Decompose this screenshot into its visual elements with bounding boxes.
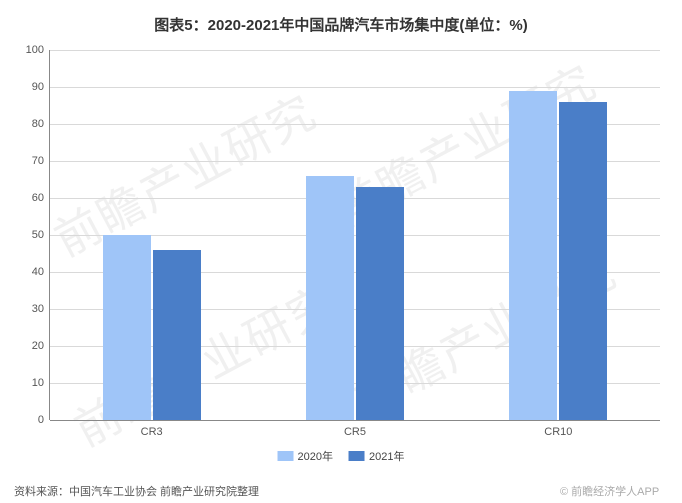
- bar-2020年-CR3: [103, 235, 151, 420]
- y-tick-label: 70: [32, 155, 50, 167]
- bar-2020年-CR5: [306, 176, 354, 420]
- grid-line: [50, 50, 660, 51]
- y-tick-label: 80: [32, 118, 50, 130]
- y-tick-label: 20: [32, 340, 50, 352]
- chart-container: 前瞻产业研究 前瞻产业研究 前瞻产业研究 前瞻产业研究 图表5：2020-202…: [0, 0, 682, 503]
- legend-label-2020: 2020年: [298, 448, 333, 464]
- y-tick-label: 40: [32, 266, 50, 278]
- bar-2021年-CR10: [559, 102, 607, 420]
- y-tick-label: 60: [32, 192, 50, 204]
- bar-2021年-CR3: [153, 250, 201, 420]
- watermark-app: © 前瞻经济学人APP: [560, 483, 659, 499]
- grid-line: [50, 87, 660, 88]
- y-axis-line: [49, 50, 50, 420]
- y-tick-label: 50: [32, 229, 50, 241]
- y-tick-label: 30: [32, 303, 50, 315]
- legend-item-2021: 2021年: [349, 448, 404, 464]
- y-tick-label: 90: [32, 81, 50, 93]
- bar-2020年-CR10: [509, 91, 557, 420]
- bar-2021年-CR5: [356, 187, 404, 420]
- plot-area: 0102030405060708090100CR3CR5CR10: [50, 50, 660, 420]
- y-tick-label: 10: [32, 377, 50, 389]
- legend-label-2021: 2021年: [369, 448, 404, 464]
- legend: 2020年 2021年: [278, 448, 405, 464]
- x-tick-label: CR3: [141, 420, 163, 438]
- source-text: 资料来源：中国汽车工业协会 前瞻产业研究院整理: [14, 483, 259, 499]
- legend-swatch-2020: [278, 451, 294, 461]
- x-tick-label: CR5: [344, 420, 366, 438]
- chart-title: 图表5：2020-2021年中国品牌汽车市场集中度(单位：%): [0, 14, 682, 35]
- y-tick-label: 100: [26, 44, 50, 56]
- legend-swatch-2021: [349, 451, 365, 461]
- x-tick-label: CR10: [544, 420, 572, 438]
- legend-item-2020: 2020年: [278, 448, 333, 464]
